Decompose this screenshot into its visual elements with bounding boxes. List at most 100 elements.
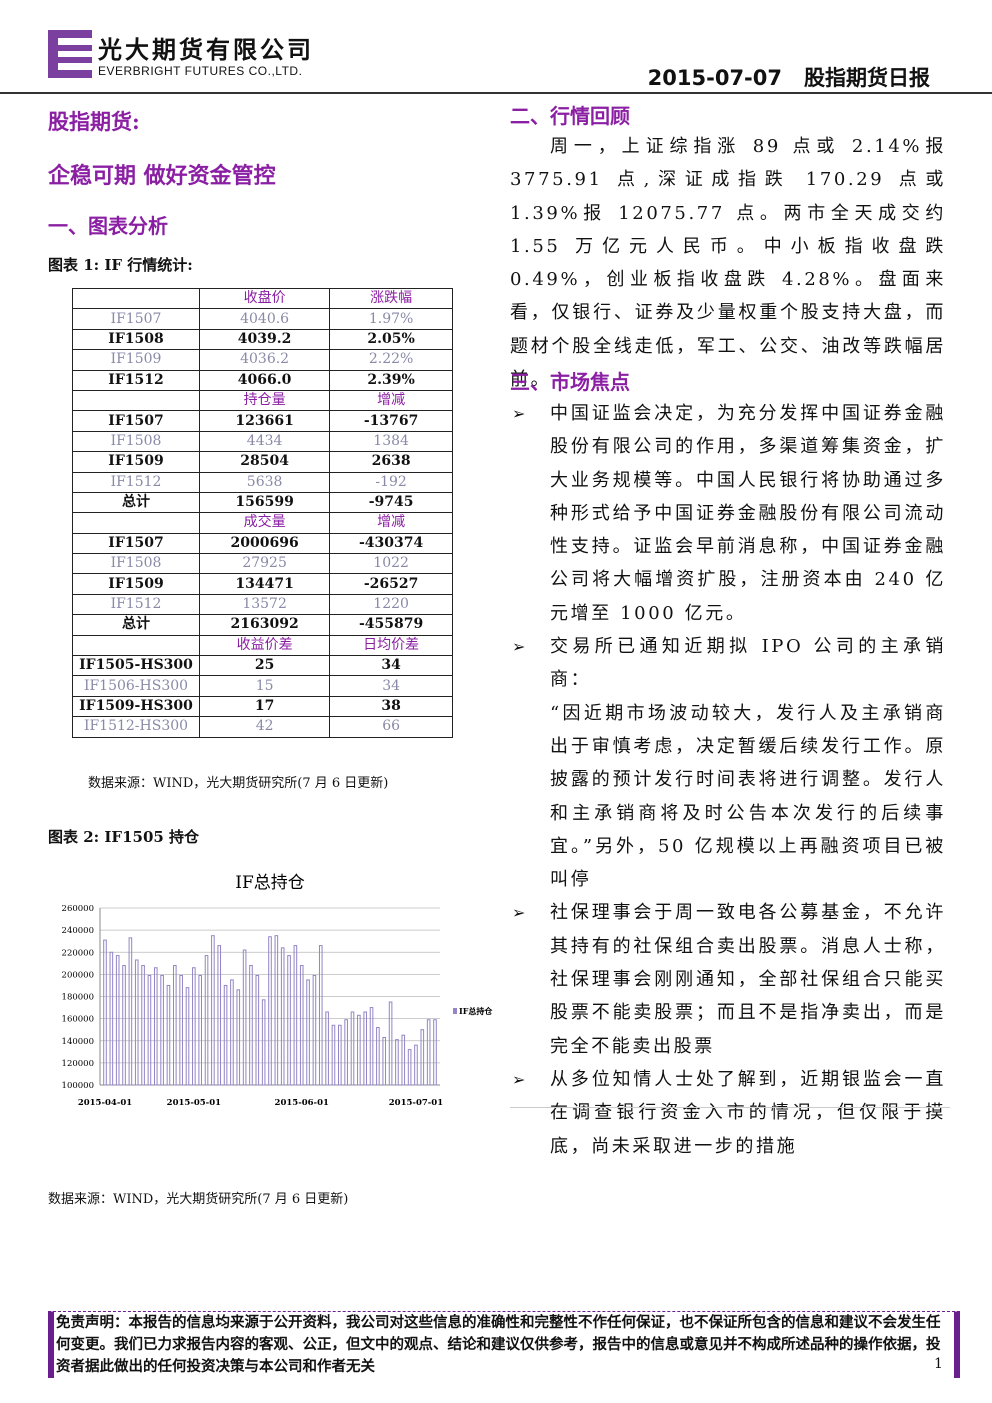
cell: 1022 (329, 553, 453, 575)
y-tick-label: 100000 (62, 1081, 94, 1091)
bar (338, 1024, 342, 1086)
bullet-list: ➢ 中国证监会决定，为充分发挥中国证券金融股份有限公司的作用，多渠道筹集资金，扩大… (510, 397, 946, 1163)
y-tick-label: 160000 (62, 1015, 94, 1025)
bullet-quote: “因近期市场波动较大，发行人及主承销商出于审慎考虑，决定暂缓后续发行工作。原披露… (550, 702, 946, 891)
stats-table: 收盘价 涨跌幅 IF1507 4040.6 1.97% IF1508 4039.2 2.05%… (72, 287, 453, 738)
row: IF1509-HS300 17 38 (72, 695, 453, 718)
headline: 企稳可期 做好资金管控 (48, 163, 276, 189)
bar (223, 984, 228, 1086)
bar (115, 955, 120, 1086)
section-title: 二、行情回顾 (510, 104, 630, 128)
bar (401, 1034, 406, 1086)
bar (179, 974, 183, 1086)
logo-icon (48, 30, 92, 78)
bar (306, 979, 310, 1086)
cell: 27925 (198, 553, 331, 575)
cell: 42 (198, 716, 331, 738)
bar (153, 967, 158, 1086)
report-date: 2015-07-07 (647, 66, 782, 90)
column-header: 增减 (329, 389, 453, 412)
cell: 17 (198, 695, 331, 718)
cell: IF1508 (72, 430, 200, 453)
column-header: 日均价差 (329, 634, 453, 657)
cell: 34 (329, 675, 453, 697)
cell: 5638 (198, 471, 331, 493)
header-right: 2015-07-07 股指期货日报 (648, 62, 930, 92)
cell: 1220 (329, 593, 453, 616)
cell: IF1512 (72, 471, 200, 493)
section-title: 一、图表分析 (48, 214, 168, 238)
bar (376, 1026, 380, 1086)
cell: 总计 (72, 614, 200, 636)
source: 数据来源：WIND，光大期货研究所(7 月 6 日更新) (88, 776, 389, 791)
column-header: 涨跌幅 (329, 287, 453, 310)
chart-caption: 图表 2: IF1505 持仓 (48, 828, 200, 846)
bar (192, 967, 196, 1086)
cell: -13767 (329, 410, 453, 432)
source: 数据来源：WIND，光大期货研究所(7 月 6 日更新) (48, 1192, 349, 1207)
disclaimer-box: 免责声明：本报告的信息均来源于公开资料，我公司对这些信息的准确性和完整性不作任何… (48, 1311, 960, 1378)
cell: IF1508 (72, 553, 200, 575)
bar (211, 935, 215, 1086)
row: IF1512 13572 1220 (72, 593, 453, 616)
bar (369, 1007, 374, 1086)
bar (287, 955, 291, 1086)
cell: 4036.2 (198, 349, 331, 371)
bar (363, 1011, 367, 1086)
bullet-item: ➢ 从多位知情人士处了解到，近期银监会一直在调查银行资金入市的情况，但仅限于摸底，… (510, 1063, 946, 1163)
bar (357, 1014, 361, 1086)
bar (230, 979, 234, 1086)
bar (344, 1019, 348, 1086)
column-header: 增减 (329, 512, 453, 534)
cell: 4040.6 (198, 308, 331, 330)
cell: 34 (329, 655, 453, 677)
bar (382, 1036, 387, 1086)
cell: IF1507 (72, 532, 200, 555)
column-header: 收益价差 (198, 634, 331, 657)
company-en: EVERBRIGHT FUTURES CO.,LTD. (98, 64, 303, 78)
bar (318, 945, 323, 1086)
cell: IF1507 (72, 308, 200, 330)
header-row: 收益价差 日均价差 (72, 634, 453, 657)
column-header: 成交量 (198, 512, 331, 534)
cell: -192 (329, 471, 453, 493)
cell: 15 (198, 675, 331, 697)
cell: -26527 (329, 573, 453, 595)
cell: 13572 (198, 593, 331, 616)
y-tick-label: 200000 (62, 970, 94, 980)
bar (268, 936, 272, 1086)
report-name: 股指期货日报 (804, 66, 930, 90)
bar (122, 965, 126, 1086)
bullet-item: ➢ 社保理事会于周一致电各公募基金，不允许其持有的社保组合卖出股票。消息人士称，社… (510, 896, 946, 1062)
cell: IF1509-HS300 (72, 695, 200, 718)
bar (198, 974, 202, 1086)
cell: IF1512 (72, 593, 200, 616)
page-number: 1 (934, 1356, 943, 1372)
bullet-text: 从多位知情人士处了解到，近期银监会一直在调查银行资金入市的情况，但仅限于摸底，尚… (550, 1068, 946, 1157)
bar (420, 1029, 425, 1086)
cell: 2.39% (329, 369, 453, 391)
bullet-marker: ➢ (512, 1069, 526, 1089)
header-row: 收盘价 涨跌幅 (72, 287, 453, 310)
cell (72, 634, 200, 657)
bar (147, 974, 152, 1086)
bar (185, 987, 190, 1086)
cell: 66 (329, 716, 453, 738)
section-title: 三、市场焦点 (510, 370, 630, 394)
cell: 2.05% (329, 328, 453, 351)
rule (510, 1107, 950, 1108)
bar (173, 965, 177, 1086)
bar (433, 1019, 437, 1086)
x-tick-label: 2015-06-01 (275, 1098, 329, 1108)
bar (160, 974, 164, 1086)
chart: IF总持仓 100000 120000 140000 160000 180000 20000… (62, 873, 494, 1108)
bar (128, 937, 133, 1086)
bullet-item: ➢ 交易所已通知近期拟 IPO 公司的主承销商： “因近期市场波动较大，发行人及主承… (510, 630, 946, 896)
bar (293, 945, 298, 1086)
cell: 38 (329, 695, 453, 718)
review-text: 周一，上证综指涨 89 点或 2.14%报 3775.91 点,深证成指跌 17… (510, 136, 946, 391)
cell: 1.97% (329, 308, 453, 330)
row: IF1507 4040.6 1.97% (72, 308, 453, 330)
cell: 4066.0 (198, 369, 331, 391)
bullet-marker: ➢ (512, 903, 526, 923)
